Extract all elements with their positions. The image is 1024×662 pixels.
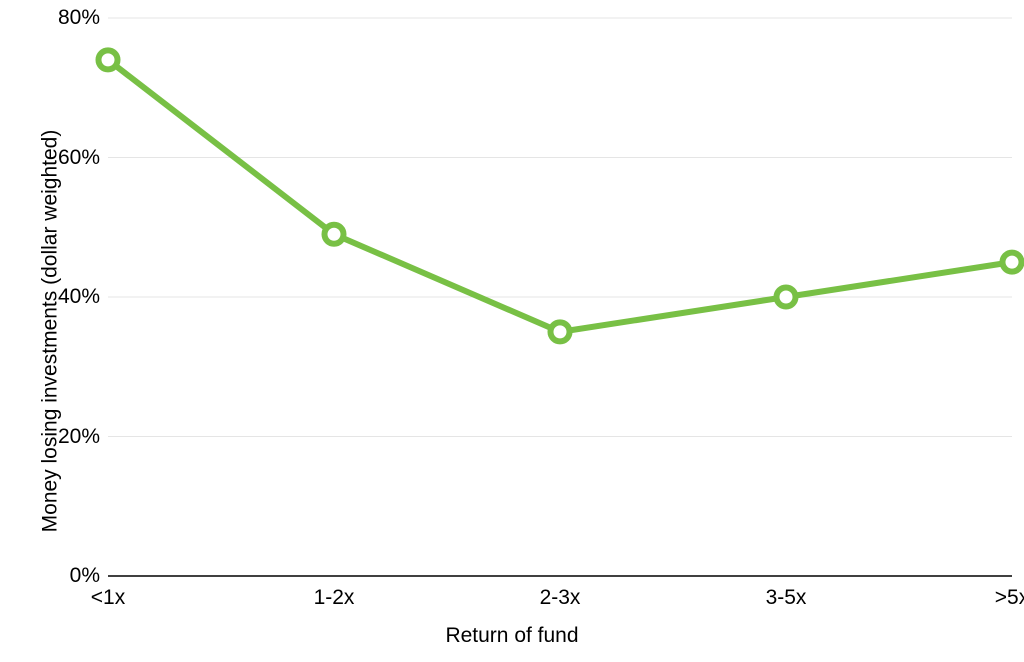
x-tick-label: 2-3x bbox=[540, 586, 581, 610]
y-axis-label: Money losing investments (dollar weighte… bbox=[38, 130, 62, 533]
chart-svg bbox=[0, 0, 1024, 662]
line-chart: Money losing investments (dollar weighte… bbox=[0, 0, 1024, 662]
x-tick-label: <1x bbox=[91, 586, 125, 610]
x-tick-label: 3-5x bbox=[766, 586, 807, 610]
y-tick-label: 0% bbox=[40, 564, 100, 588]
y-tick-label: 40% bbox=[40, 285, 100, 309]
x-tick-label: >5x bbox=[995, 586, 1024, 610]
y-tick-label: 20% bbox=[40, 425, 100, 449]
x-axis-label: Return of fund bbox=[0, 624, 1024, 648]
y-tick-label: 80% bbox=[40, 6, 100, 30]
x-tick-label: 1-2x bbox=[314, 586, 355, 610]
y-tick-label: 60% bbox=[40, 146, 100, 170]
